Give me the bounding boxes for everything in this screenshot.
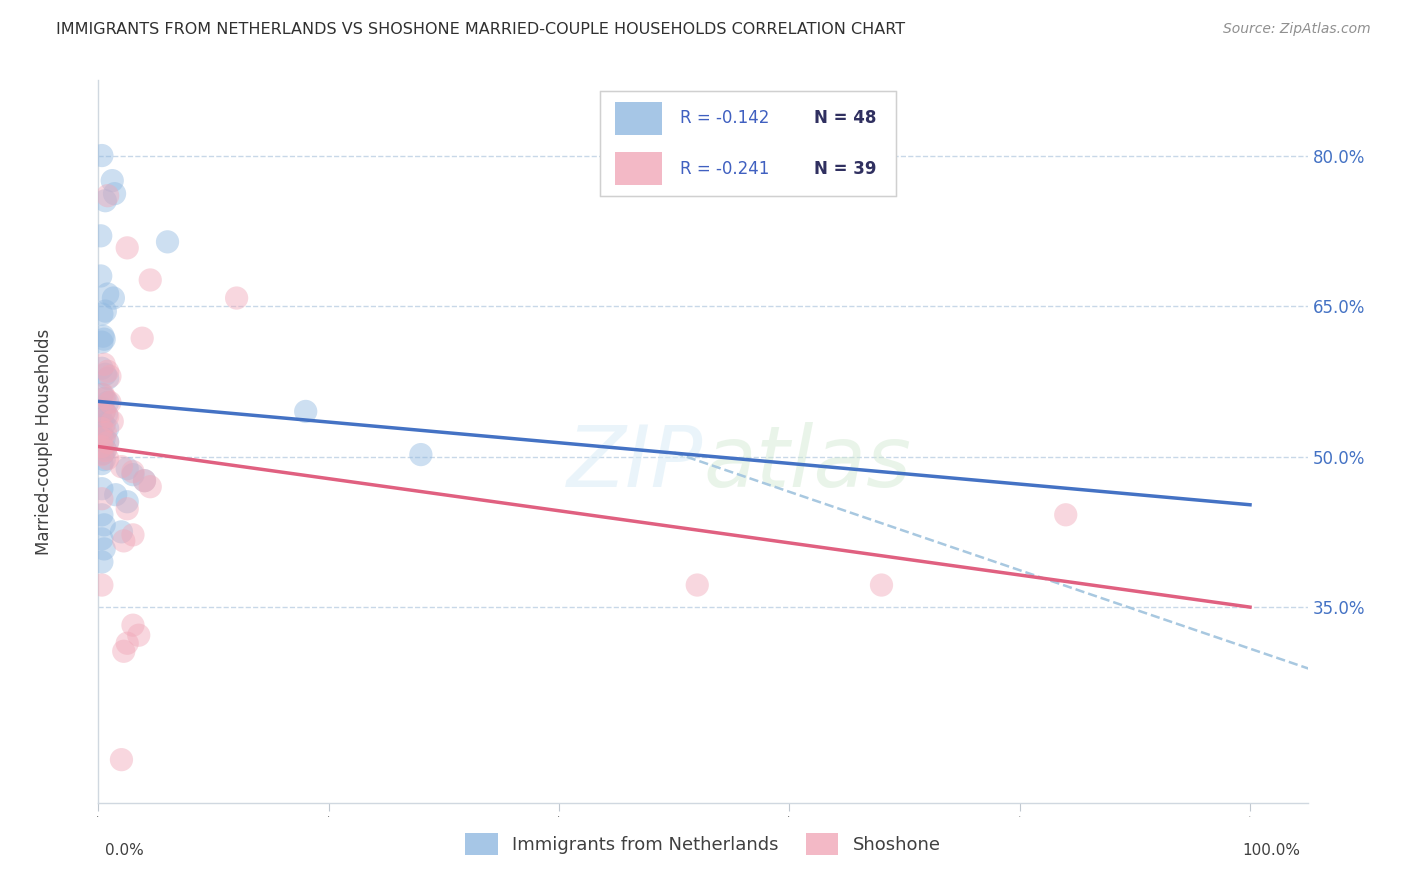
Point: [90, 421, 112, 435]
Point: [104, 488, 127, 502]
Point: [90, 228, 112, 243]
Point: [93, 404, 115, 418]
Point: [90, 555, 112, 569]
Point: [94, 368, 117, 382]
Point: [97, 188, 120, 202]
Point: [97, 409, 120, 424]
Point: [90, 414, 112, 428]
Point: [94, 425, 117, 440]
Point: [115, 461, 138, 475]
Point: [139, 480, 162, 494]
Point: [134, 474, 156, 488]
Point: [90, 432, 112, 446]
Point: [90, 361, 112, 376]
Point: [156, 235, 179, 249]
Point: [97, 364, 120, 378]
Point: [122, 528, 145, 542]
Text: Married-couple Households: Married-couple Households: [35, 328, 53, 555]
Point: [90, 401, 112, 416]
Point: [93, 404, 115, 418]
Point: [90, 148, 112, 162]
Point: [93, 452, 115, 467]
Point: [103, 186, 125, 201]
Text: IMMIGRANTS FROM NETHERLANDS VS SHOSHONE MARRIED-COUPLE HOUSEHOLDS CORRELATION CH: IMMIGRANTS FROM NETHERLANDS VS SHOSHONE …: [56, 22, 905, 37]
Point: [101, 414, 124, 428]
Point: [94, 194, 117, 208]
Point: [90, 307, 112, 321]
Point: [110, 524, 132, 539]
Point: [94, 442, 117, 457]
Point: [91, 387, 114, 401]
Point: [94, 392, 117, 406]
Point: [128, 628, 150, 642]
Point: [686, 578, 709, 592]
Point: [409, 448, 432, 462]
Text: 100.0%: 100.0%: [1243, 843, 1301, 858]
Legend: Immigrants from Netherlands, Shoshone: Immigrants from Netherlands, Shoshone: [458, 826, 948, 863]
Point: [122, 467, 145, 482]
Point: [225, 291, 247, 305]
Point: [90, 440, 112, 454]
Text: atlas: atlas: [703, 422, 911, 505]
Point: [91, 446, 114, 460]
Point: [97, 451, 120, 466]
Point: [90, 427, 112, 442]
Point: [93, 541, 115, 556]
Point: [90, 268, 112, 283]
Point: [110, 753, 132, 767]
Point: [115, 494, 138, 508]
Point: [90, 482, 112, 496]
Point: [97, 421, 120, 435]
Point: [93, 332, 115, 346]
Point: [1054, 508, 1077, 522]
Point: [90, 335, 112, 350]
Point: [115, 241, 138, 255]
Point: [134, 474, 156, 488]
Point: [91, 329, 114, 343]
Point: [122, 465, 145, 479]
Text: ZIP: ZIP: [567, 422, 703, 505]
Point: [122, 618, 145, 632]
Point: [97, 434, 120, 449]
Point: [93, 517, 115, 532]
Point: [115, 501, 138, 516]
Text: Source: ZipAtlas.com: Source: ZipAtlas.com: [1223, 22, 1371, 37]
Text: 0.0%: 0.0%: [105, 843, 145, 858]
Point: [112, 533, 135, 548]
Point: [131, 331, 153, 345]
Point: [93, 417, 115, 432]
Point: [90, 578, 112, 592]
Point: [90, 457, 112, 471]
Point: [110, 459, 132, 474]
Point: [97, 435, 120, 450]
Point: [112, 644, 135, 658]
Point: [97, 371, 120, 385]
Point: [101, 173, 124, 188]
Point: [97, 287, 120, 301]
Point: [98, 369, 121, 384]
Point: [90, 508, 112, 522]
Point: [139, 273, 162, 287]
Point: [90, 491, 112, 506]
Point: [90, 440, 112, 454]
Point: [94, 304, 117, 318]
Point: [98, 395, 121, 409]
Point: [93, 357, 115, 371]
Point: [90, 387, 112, 401]
Point: [870, 578, 893, 592]
Point: [115, 636, 138, 650]
Point: [90, 448, 112, 462]
Point: [97, 395, 120, 409]
Point: [90, 532, 112, 546]
Point: [93, 392, 115, 406]
Point: [103, 291, 125, 305]
Point: [94, 443, 117, 458]
Point: [96, 408, 118, 422]
Point: [93, 432, 115, 446]
Point: [294, 404, 316, 418]
